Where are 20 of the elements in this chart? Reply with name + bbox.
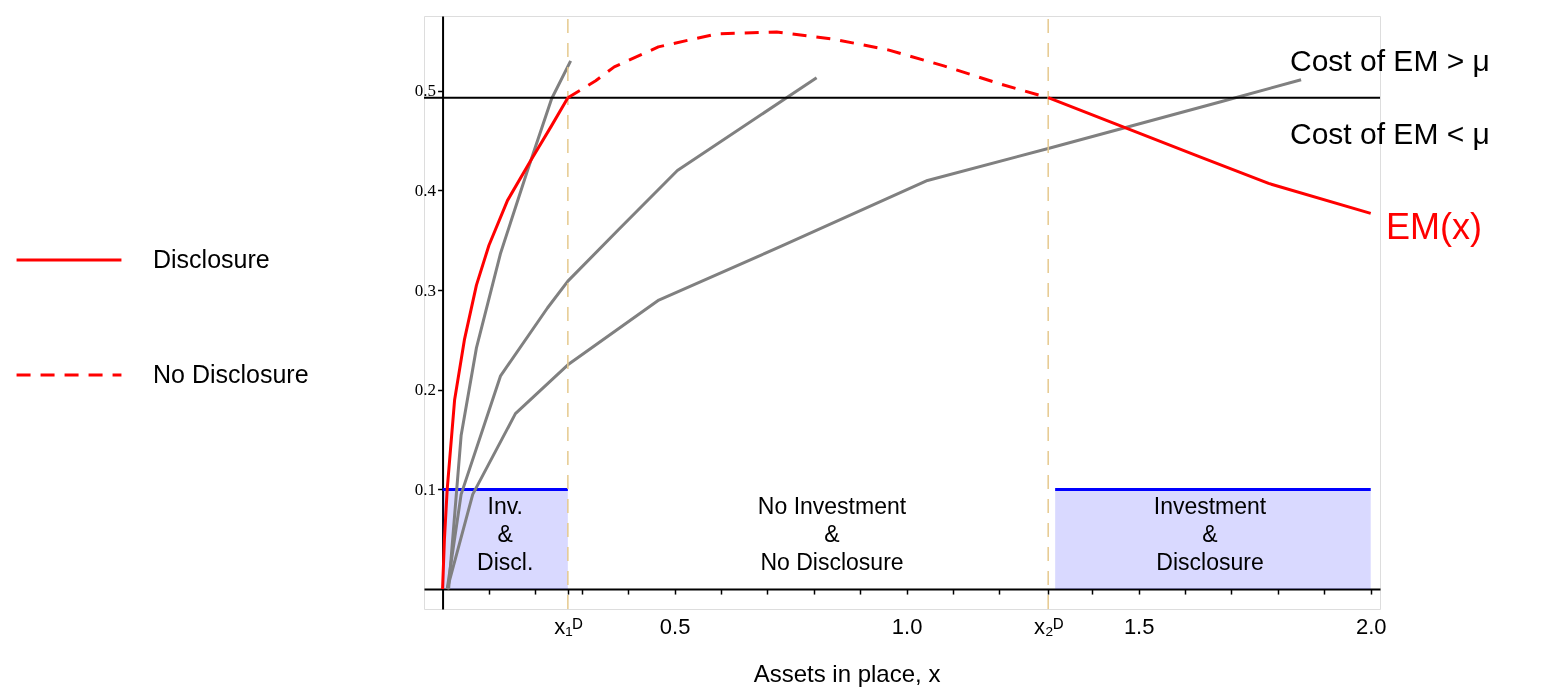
annotation: No Investment & No Disclosure [757, 493, 907, 575]
y-tick-label: 0.5 [414, 81, 437, 101]
annotation: Inv. & Discl. [477, 493, 534, 575]
y-tick-label: 0.2 [414, 380, 437, 400]
x-tick-label: x₂ᴰ [1033, 613, 1064, 639]
x-tick-label: 2.0 [1355, 613, 1387, 639]
y-tick-label: 0.1 [414, 479, 437, 499]
x-tick-label: 1.0 [891, 613, 923, 639]
annotation: Cost of EM < μ [1290, 117, 1490, 150]
x-tick-label: 0.5 [659, 613, 691, 639]
x-tick-label: 1.5 [1123, 613, 1155, 639]
y-tick-label: 0.3 [414, 280, 437, 300]
x-tick-label: x₁ᴰ [554, 613, 583, 639]
annotation: Investment & Disclosure [1153, 493, 1267, 575]
legend-label: No Disclosure [153, 360, 309, 388]
legend-label: Disclosure [153, 245, 270, 273]
x-axis-title: Assets in place, x [753, 660, 941, 687]
y-tick-label: 0.4 [414, 180, 437, 200]
text: EM(x) [1386, 206, 1482, 247]
annotation: Cost of EM > μ [1290, 44, 1490, 77]
